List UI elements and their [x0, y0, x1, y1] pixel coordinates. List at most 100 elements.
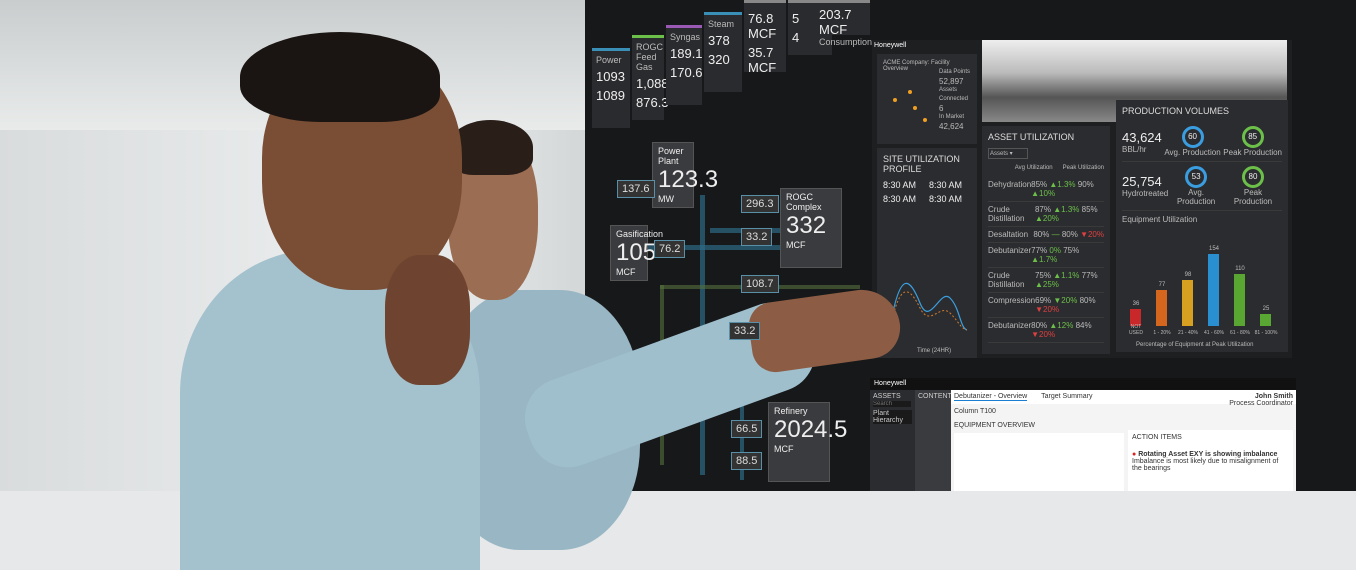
flow-tag: 296.3 [741, 195, 779, 213]
avg-delta: ▲1.1% [1053, 271, 1080, 280]
user-profile[interactable]: John Smith Process Coordinator [1229, 393, 1293, 407]
asset-row[interactable]: Dehydration 85% ▲1.3% 90% ▲10% [988, 177, 1104, 202]
pipe [640, 245, 780, 250]
stat-value: 52,897 [939, 77, 964, 86]
asset-row[interactable]: Crude Distillation 87% ▲1.3% 85% ▲20% [988, 202, 1104, 227]
x-axis-label: Percentage of Equipment at Peak Utilizat… [1136, 342, 1254, 348]
flow-node-rogc-complex[interactable]: ROGC Complex 332 MCF [780, 188, 842, 268]
flow-tag: 88.5 [731, 452, 763, 470]
avg-delta: 0% [1049, 246, 1061, 255]
alert-title[interactable]: Rotating Asset EXY is showing imbalance [1138, 451, 1278, 458]
kpi-tile: ROGC Feed Gas 1,088.1 876.3 [632, 35, 679, 120]
category-label: 61 - 80% [1229, 330, 1250, 336]
category-label: 1 - 20% [1153, 330, 1171, 336]
bar [1260, 314, 1271, 326]
kpi-value: 1089 [596, 88, 625, 103]
tab-overview[interactable]: Debutanizer - Overview [954, 393, 1028, 401]
stat-value: 42,624 [939, 122, 964, 131]
peak-delta: ▼20% [1080, 230, 1104, 239]
stat-label: Data Points [939, 69, 971, 75]
brand-logo: Honeywell [874, 380, 907, 387]
gauge-label: Avg. Production [1176, 188, 1216, 206]
kpi-tile: 203.7 MCF Consumption [815, 0, 872, 47]
asset-row[interactable]: Debutanizer 77% 0% 75% ▲1.7% [988, 243, 1104, 268]
avg-utilization: 85% [1031, 180, 1048, 189]
kpi-strip: Power 1093 1089 ROGC Feed Gas 1,088.1 876.3 … [592, 0, 872, 128]
kpi-value: 876.3 [636, 95, 669, 110]
kpi-value: 170.6 [670, 65, 703, 80]
kpi-value: 5 [792, 11, 800, 26]
kpi-title: Consumption [819, 37, 873, 47]
bar [1156, 289, 1167, 326]
peak-utilization: 84% [1075, 321, 1092, 330]
avg-delta: ▲1.3% [1053, 205, 1080, 214]
gauge-label: Peak Production [1233, 188, 1273, 206]
flow-node-gasification[interactable]: Gasification 105 MCF [610, 225, 663, 281]
asset-name: Desaltation [988, 230, 1029, 239]
asset-utilization-panel: ASSET UTILIZATION Assets ▾ Avg Utilizati… [982, 126, 1110, 354]
node-unit: MCF [786, 240, 806, 250]
user-name: John Smith [1254, 393, 1293, 400]
time-value: 8:30 AM [883, 180, 917, 190]
kpi-value: 203.7 MCF [819, 7, 852, 37]
kpi-title: Steam [708, 19, 735, 29]
user-role: Process Coordinator [1229, 400, 1293, 407]
peak-delta: ▲1.7% [1031, 255, 1058, 264]
data-label: 25 [1262, 306, 1270, 313]
tab-target-summary[interactable]: Target Summary [1041, 393, 1093, 400]
peak-production-gauge: 85 [1241, 126, 1264, 148]
bar [1208, 253, 1219, 326]
flow-node-power-plant[interactable]: Power Plant 123.3 MW [652, 142, 718, 208]
flow-tag: 33.2 [729, 322, 761, 340]
node-label: ROGC Complex [786, 192, 822, 212]
avg-delta: — [1051, 230, 1060, 239]
asset-select[interactable]: Assets ▾ [988, 148, 1028, 159]
node-label: Gasification [616, 229, 664, 239]
stat-label: Assets Connected [939, 87, 969, 102]
asset-row[interactable]: Compression 69% ▼20% 80% ▼20% [988, 293, 1104, 318]
peak-delta: ▼20% [1031, 330, 1056, 339]
chart-title: Equipment Utilization [1122, 215, 1198, 224]
alert-text: Imbalance is most likely due to misalign… [1132, 458, 1279, 472]
panel-title: SITE UTILIZATION PROFILE [883, 154, 960, 174]
stat-value: 6 [939, 104, 944, 113]
asset-row[interactable]: Desaltation 80% — 80% ▼20% [988, 227, 1104, 243]
asset-row[interactable]: Crude Distillation 75% ▲1.1% 77% ▲25% [988, 268, 1104, 293]
category-label: 41 - 60% [1203, 330, 1224, 336]
peak-utilization: 80% [1061, 230, 1078, 239]
sidebar-heading: ASSETS [873, 393, 901, 400]
operations-dashboard: Honeywell ACME Company: Facility Overvie… [872, 40, 1292, 358]
equipment-diagram [954, 433, 1124, 491]
utilization-line-chart [889, 282, 968, 331]
search-input[interactable] [873, 401, 911, 407]
flow-node-refinery[interactable]: Refinery 2024.5 MCF [768, 402, 847, 482]
kpi-value: 320 [708, 52, 730, 67]
time-value: 8:30 AM [929, 180, 963, 190]
app-titlebar: Honeywell [870, 378, 1296, 390]
kpi-value: 1093 [596, 69, 625, 84]
data-label: 154 [1208, 245, 1219, 252]
asset-name: Crude Distillation [988, 205, 1025, 223]
brand-logo: Honeywell [874, 42, 907, 49]
kpi-tile: Steam 378 320 [704, 12, 742, 92]
production-value: 25,754 [1122, 174, 1162, 189]
hierarchy-select[interactable]: Plant Hierarchy [873, 410, 912, 424]
asset-row[interactable]: Debutanizer 80% ▲12% 84% ▼20% [988, 318, 1104, 343]
kpi-value: 189.1 [670, 46, 703, 61]
node-label: Refinery [774, 406, 808, 416]
page-title: Column T100 [954, 408, 996, 415]
flow-tag: 108.7 [741, 275, 779, 293]
node-value: 105 [616, 239, 657, 266]
site-title: ACME Company: Facility Overview [883, 60, 950, 72]
production-unit: BBL/hr [1122, 144, 1147, 154]
action-items-panel: ACTION ITEMS ● Rotating Asset EXY is sho… [1128, 430, 1293, 491]
panel-title: PRODUCTION VOLUMES [1122, 106, 1230, 116]
data-label: 110 [1235, 266, 1245, 273]
node-unit: MW [658, 194, 674, 204]
avg-utilization: 80% [1033, 230, 1050, 239]
data-label: 36 [1132, 301, 1140, 308]
bar [1234, 274, 1245, 326]
peak-utilization: 75% [1063, 246, 1080, 255]
flow-tag: 66.5 [731, 420, 763, 438]
avg-utilization: 75% [1034, 271, 1051, 280]
